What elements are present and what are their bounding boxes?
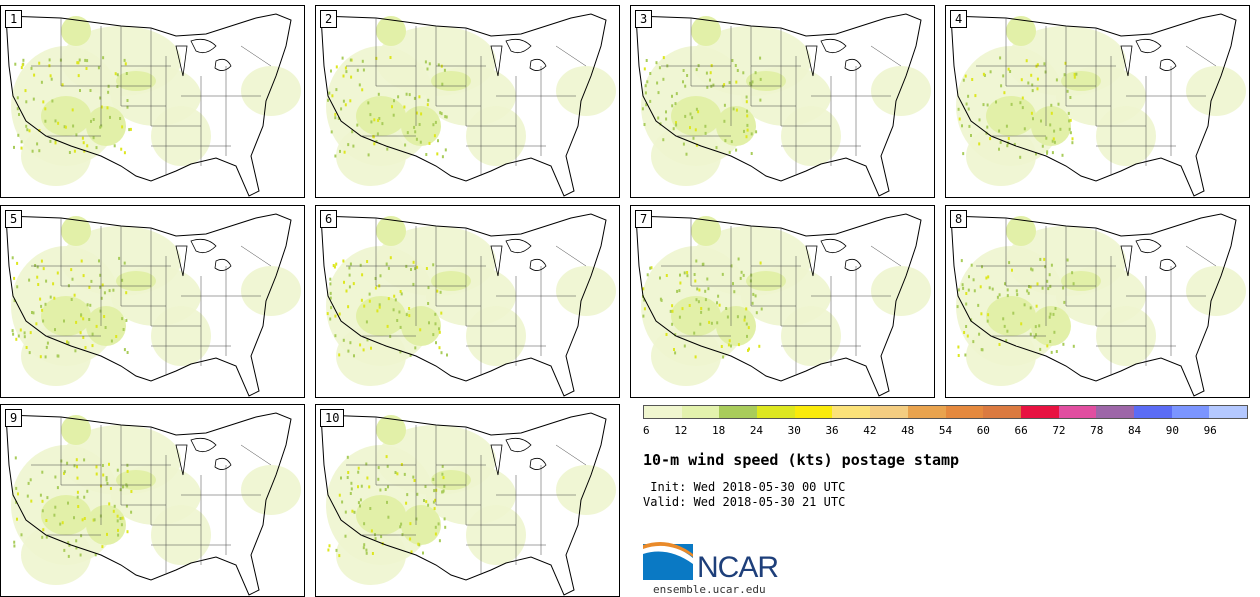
colorbar-swatch xyxy=(1171,406,1210,418)
colorbar-tick-label: 30 xyxy=(787,424,801,437)
colorbar-swatch xyxy=(945,406,984,418)
colorbar-swatch xyxy=(794,406,833,418)
colorbar-tick-label: 48 xyxy=(901,424,915,437)
stamp-member-label: 4 xyxy=(950,10,968,28)
stamp-panel: 9 xyxy=(0,404,305,597)
colorbar-tick-label: 90 xyxy=(1165,424,1179,437)
stamp-panel: 5 xyxy=(0,205,305,398)
colorbar-swatch xyxy=(1020,406,1059,418)
colorbar-ticks: 6 12 18 24 30 36 42 48 54 60 66 72 78 84 90 96 xyxy=(643,424,1248,438)
stamp-member-label: 1 xyxy=(5,10,23,28)
colorbar-swatch xyxy=(832,406,871,418)
stamp-member-label: 2 xyxy=(320,10,338,28)
init-time: Init: Wed 2018-05-30 00 UTC xyxy=(643,480,846,494)
stamp-member-label: 10 xyxy=(320,409,345,427)
ncar-logo-text: NCAR xyxy=(697,551,779,584)
colorbar-swatch xyxy=(757,406,795,418)
stamp-panel: 4 xyxy=(945,5,1250,198)
stamp-panel: 7 xyxy=(630,205,935,398)
colorbar-swatch xyxy=(1096,406,1134,418)
stamp-member-label: 5 xyxy=(5,210,23,228)
stamp-panel: 6 xyxy=(315,205,620,398)
stamp-panel: 2 xyxy=(315,5,620,198)
ncar-logo-icon xyxy=(643,542,693,580)
colorbar-swatch xyxy=(1209,406,1247,418)
colorbar-swatch xyxy=(983,406,1021,418)
colorbar-tick-label: 24 xyxy=(749,424,764,437)
colorbar-tick-label: 36 xyxy=(825,424,839,437)
stamp-member-label: 9 xyxy=(5,409,23,427)
colorbar-tick-label: 84 xyxy=(1127,424,1142,437)
colorbar-tick-label: 72 xyxy=(1052,424,1066,437)
colorbar-swatch xyxy=(870,406,908,418)
colorbar-swatch xyxy=(1133,406,1172,418)
stamp-member-label: 8 xyxy=(950,210,968,228)
colorbar xyxy=(643,405,1248,419)
colorbar-swatch xyxy=(1058,406,1097,418)
colorbar-tick-label: 60 xyxy=(976,424,990,437)
colorbar-tick-label: 6 xyxy=(643,424,650,437)
colorbar-tick-label: 66 xyxy=(1014,424,1028,437)
colorbar-swatch xyxy=(644,406,682,418)
colorbar-tick-label: 96 xyxy=(1203,424,1217,437)
colorbar-tick-label: 54 xyxy=(938,424,953,437)
colorbar-swatch xyxy=(907,406,946,418)
stamp-panel: 1 xyxy=(0,5,305,198)
stamp-member-label: 6 xyxy=(320,210,338,228)
colorbar-tick-label: 18 xyxy=(712,424,726,437)
stamp-member-label: 7 xyxy=(635,210,653,228)
source-url: ensemble.ucar.edu xyxy=(653,583,766,596)
valid-time: Valid: Wed 2018-05-30 21 UTC xyxy=(643,495,846,509)
colorbar-tick-label: 78 xyxy=(1090,424,1104,437)
stamp-panel: 8 xyxy=(945,205,1250,398)
map-title: 10-m wind speed (kts) postage stamp xyxy=(643,451,960,469)
colorbar-tick-label: 12 xyxy=(674,424,688,437)
stamp-panel: 3 xyxy=(630,5,935,198)
colorbar-swatch xyxy=(719,406,758,418)
colorbar-swatch xyxy=(681,406,720,418)
stamp-panel: 10 xyxy=(315,404,620,597)
colorbar-tick-label: 42 xyxy=(863,424,877,437)
forecast-times: Init: Wed 2018-05-30 00 UTC Valid: Wed 20… xyxy=(643,480,845,510)
stamp-member-label: 3 xyxy=(635,10,653,28)
